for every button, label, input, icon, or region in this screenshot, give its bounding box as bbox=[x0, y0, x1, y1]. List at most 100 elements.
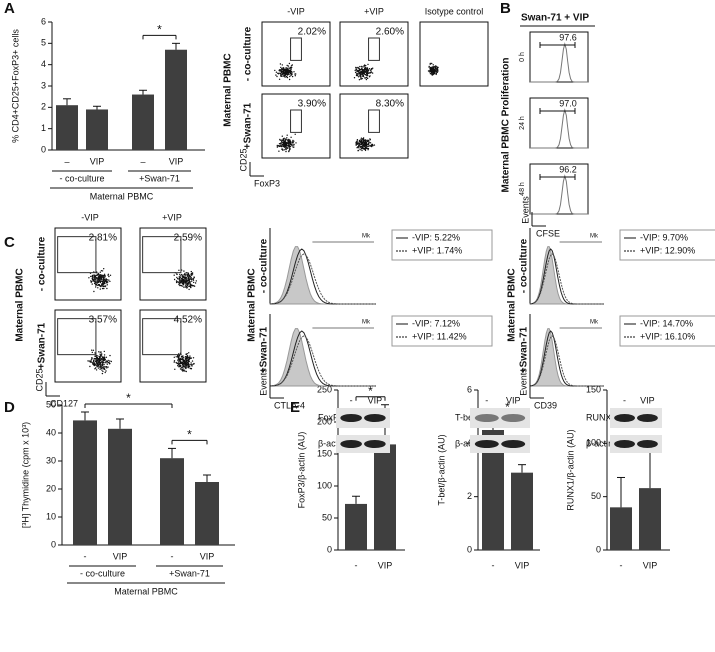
panel-letter: C bbox=[4, 234, 15, 251]
y-tick-label: 2 bbox=[41, 102, 46, 112]
event-dot bbox=[93, 275, 96, 278]
plot-frame bbox=[261, 93, 331, 159]
blot-band bbox=[474, 440, 499, 448]
event-dot bbox=[279, 74, 282, 76]
event-dot bbox=[285, 150, 287, 153]
blot-band bbox=[614, 414, 635, 422]
gate bbox=[142, 236, 182, 274]
event-dot bbox=[285, 142, 288, 144]
event-dot bbox=[369, 75, 371, 77]
gate-value: 96.2 bbox=[559, 164, 577, 174]
marker-label: Mk bbox=[362, 234, 371, 240]
event-dot bbox=[290, 144, 293, 146]
row-label: - co-culture bbox=[259, 238, 270, 293]
event-dot bbox=[97, 287, 99, 289]
event-dot bbox=[103, 285, 105, 287]
event-dot bbox=[191, 274, 193, 276]
event-dot bbox=[99, 281, 101, 284]
event-dot bbox=[103, 287, 105, 290]
event-dot bbox=[104, 276, 106, 278]
event-dot bbox=[97, 280, 99, 283]
y-tick-label: 40 bbox=[46, 427, 56, 437]
event-dot bbox=[357, 150, 359, 152]
event-dot bbox=[101, 358, 103, 361]
event-dot bbox=[356, 142, 359, 144]
event-dot bbox=[288, 78, 291, 81]
event-dot bbox=[183, 286, 185, 288]
event-dot bbox=[435, 65, 437, 68]
plot-frame bbox=[261, 21, 331, 87]
event-dot bbox=[360, 78, 362, 80]
event-dot bbox=[101, 372, 104, 375]
significance-label: * bbox=[187, 428, 192, 442]
bar bbox=[345, 503, 367, 550]
event-dot bbox=[179, 282, 181, 284]
event-dot bbox=[358, 147, 360, 149]
event-dot bbox=[368, 142, 370, 144]
lane-label: - bbox=[485, 395, 488, 405]
event-dot bbox=[106, 287, 108, 290]
event-dot bbox=[429, 63, 431, 65]
histogram-plus-vip bbox=[269, 335, 376, 387]
event-dot bbox=[366, 139, 368, 141]
event-dot bbox=[182, 280, 184, 282]
event-dot bbox=[285, 67, 287, 69]
group-label: +Swan-71 bbox=[169, 568, 210, 578]
event-dot bbox=[284, 144, 286, 146]
event-dot bbox=[183, 270, 185, 272]
event-dot bbox=[363, 142, 366, 144]
gate bbox=[368, 37, 380, 61]
x-tick-label: VIP bbox=[113, 551, 128, 561]
event-dot bbox=[176, 278, 179, 280]
event-dot bbox=[97, 367, 100, 369]
event-dot bbox=[96, 355, 99, 357]
event-dot bbox=[354, 71, 357, 74]
event-dot bbox=[428, 65, 430, 68]
event-dot bbox=[174, 368, 176, 370]
event-dot bbox=[187, 367, 189, 369]
bar bbox=[73, 420, 97, 545]
panel-letter: A bbox=[4, 0, 15, 17]
event-dot bbox=[99, 355, 102, 357]
event-dot bbox=[96, 278, 99, 280]
bar bbox=[374, 444, 396, 550]
event-dot bbox=[94, 355, 96, 357]
event-dot bbox=[103, 354, 106, 356]
gate-percent: 2.59% bbox=[174, 233, 202, 244]
event-dot bbox=[191, 360, 194, 362]
event-dot bbox=[96, 274, 99, 276]
event-dot bbox=[435, 71, 438, 73]
event-dot bbox=[366, 67, 369, 69]
event-dot bbox=[189, 356, 191, 359]
histogram bbox=[530, 174, 588, 215]
plot-frame bbox=[139, 227, 207, 301]
event-dot bbox=[178, 356, 180, 358]
event-dot bbox=[179, 365, 182, 367]
event-dot bbox=[367, 140, 370, 142]
event-dot bbox=[289, 75, 291, 78]
event-dot bbox=[182, 360, 185, 362]
event-dot bbox=[190, 364, 192, 366]
event-dot bbox=[369, 142, 372, 144]
event-dot bbox=[364, 148, 367, 150]
event-dot bbox=[190, 368, 192, 370]
event-dot bbox=[186, 355, 189, 357]
event-dot bbox=[360, 143, 362, 146]
event-dot bbox=[286, 147, 289, 149]
event-dot bbox=[284, 69, 287, 71]
event-dot bbox=[177, 363, 180, 365]
event-dot bbox=[287, 69, 289, 71]
gate-percent: 2.60% bbox=[376, 27, 404, 38]
y-axis-label: FoxP3/β-actin (AU) bbox=[296, 432, 306, 509]
event-dot bbox=[101, 270, 104, 272]
event-dot bbox=[276, 144, 278, 147]
event-dot bbox=[372, 67, 374, 69]
event-dot bbox=[188, 352, 190, 354]
column-label: +VIP bbox=[364, 6, 384, 16]
event-dot bbox=[362, 139, 365, 141]
event-dot bbox=[99, 277, 101, 280]
event-dot bbox=[281, 135, 283, 137]
gate-percent: 2.81% bbox=[89, 233, 117, 244]
event-dot bbox=[101, 363, 104, 366]
y-axis-label: % CD4+CD25+FoxP3+ cells bbox=[10, 29, 20, 143]
